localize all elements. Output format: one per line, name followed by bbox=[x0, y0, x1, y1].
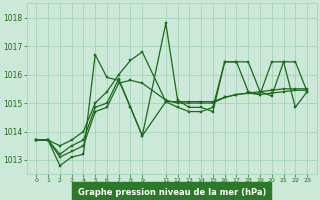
X-axis label: Graphe pression niveau de la mer (hPa): Graphe pression niveau de la mer (hPa) bbox=[77, 188, 266, 197]
